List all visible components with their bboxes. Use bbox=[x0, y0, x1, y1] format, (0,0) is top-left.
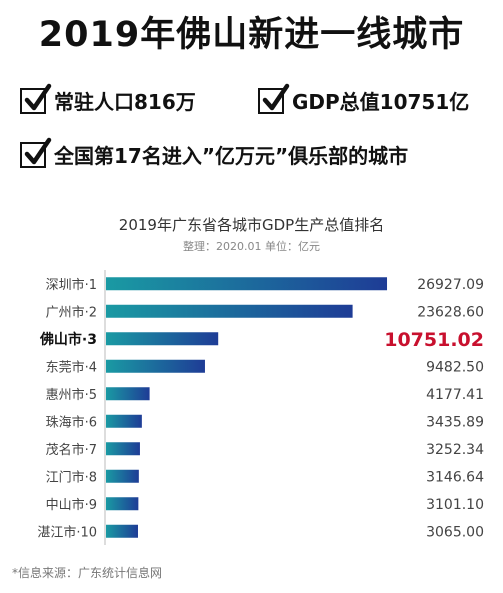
source-note: *信息来源：广东统计信息网 bbox=[12, 566, 163, 580]
category-label: 茂名市·7 bbox=[46, 442, 97, 458]
checkbox-icon bbox=[20, 137, 52, 168]
bar bbox=[106, 469, 139, 483]
bullet-rank-text: 全国第17名进入”亿万元”俱乐部的城市 bbox=[54, 144, 409, 168]
value-label: 3101.10 bbox=[426, 497, 484, 513]
category-label: 广州市·2 bbox=[46, 304, 97, 320]
category-label: 中山市·9 bbox=[46, 497, 97, 513]
checkbox-icon bbox=[258, 83, 290, 114]
value-label: 23628.60 bbox=[417, 304, 484, 320]
bar bbox=[106, 497, 139, 511]
value-label: 3435.89 bbox=[426, 414, 484, 430]
category-label: 深圳市·1 bbox=[46, 277, 97, 293]
bullet-gdp-text: GDP总值10751亿 bbox=[292, 90, 470, 114]
category-label: 佛山市·3 bbox=[39, 331, 97, 348]
bullet-gdp: GDP总值10751亿 bbox=[258, 83, 470, 115]
value-label: 4177.41 bbox=[426, 387, 484, 403]
chart-title: 2019年广东省各城市GDP生产总值排名 bbox=[118, 216, 385, 234]
category-label: 江门市·8 bbox=[46, 469, 97, 485]
bullet-population: 常驻人口816万 bbox=[20, 83, 196, 115]
category-label: 珠海市·6 bbox=[46, 414, 97, 430]
value-label: 10751.02 bbox=[384, 329, 484, 351]
bullet-population-text: 常驻人口816万 bbox=[54, 90, 196, 114]
checkbox-icon bbox=[20, 83, 52, 114]
value-label: 3146.64 bbox=[426, 469, 484, 485]
bar bbox=[106, 387, 150, 401]
bar bbox=[106, 332, 219, 346]
value-label: 9482.50 bbox=[426, 359, 484, 375]
value-label: 26927.09 bbox=[417, 277, 484, 293]
bar bbox=[106, 414, 142, 428]
value-label: 3252.34 bbox=[426, 442, 484, 458]
bar bbox=[106, 277, 388, 291]
category-label: 湛江市·10 bbox=[37, 524, 97, 540]
bar bbox=[106, 524, 138, 538]
chart-subtitle: 整理：2020.01 单位：亿元 bbox=[183, 240, 320, 253]
category-label: 惠州市·5 bbox=[46, 387, 97, 403]
bullet-rank: 全国第17名进入”亿万元”俱乐部的城市 bbox=[20, 137, 409, 169]
bar bbox=[106, 304, 353, 318]
bar bbox=[106, 442, 140, 456]
headline: 2019年佛山新进一线城市 bbox=[38, 15, 465, 55]
bar bbox=[106, 359, 205, 373]
value-label: 3065.00 bbox=[426, 524, 484, 540]
category-label: 东莞市·4 bbox=[46, 359, 97, 375]
